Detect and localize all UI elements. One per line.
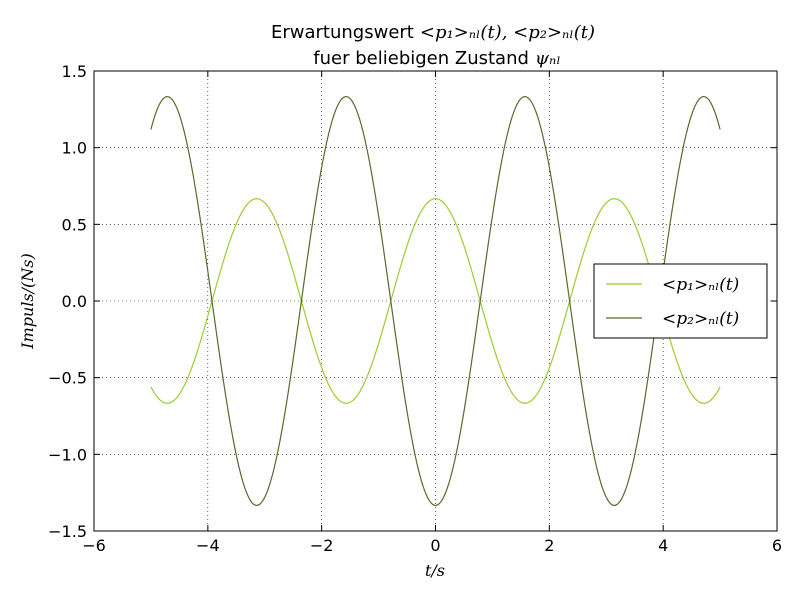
x-tick-label: 2 [544,536,554,555]
x-axis-label: t/s [425,561,445,580]
y-tick-label: 0.5 [62,215,87,234]
legend-label-p1: <p₁>ₙₗ(t) [662,275,739,295]
y-tick-label: −1.0 [48,445,87,464]
chart-title-line1: Erwartungswert <p₁>ₙₗ(t), <p₂>ₙₗ(t) [271,22,595,43]
x-tick-label: −6 [82,536,106,555]
x-tick-labels: −6 −4 −2 0 2 4 6 [82,536,782,555]
x-tick-label: −4 [196,536,220,555]
y-tick-labels: −1.5 −1.0 −0.5 0.0 0.5 1.0 1.5 [48,62,87,541]
x-tick-label: 4 [658,536,668,555]
y-tick-label: 1.0 [62,139,87,158]
plot-frame [93,70,778,532]
y-axis-label: Impuls/(Ns) [18,253,37,349]
legend-label-p2: <p₂>ₙₗ(t) [662,309,739,329]
y-tick-label: 0.0 [62,292,87,311]
series-line-2 [150,96,721,506]
plot-lines [150,96,721,506]
x-tick-label: 6 [772,536,782,555]
y-tick-label: −1.5 [48,522,87,541]
chart-title-line2: fuer beliebigen Zustand ψₙₗ [313,48,560,69]
y-tick-label: −0.5 [48,369,87,388]
legend: <p₁>ₙₗ(t) <p₂>ₙₗ(t) [593,263,768,339]
y-tick-label: 1.5 [62,62,87,81]
x-tick-label: 0 [430,536,440,555]
series-line-1 [150,198,721,404]
legend-box [593,263,768,339]
x-tick-label: −2 [310,536,334,555]
